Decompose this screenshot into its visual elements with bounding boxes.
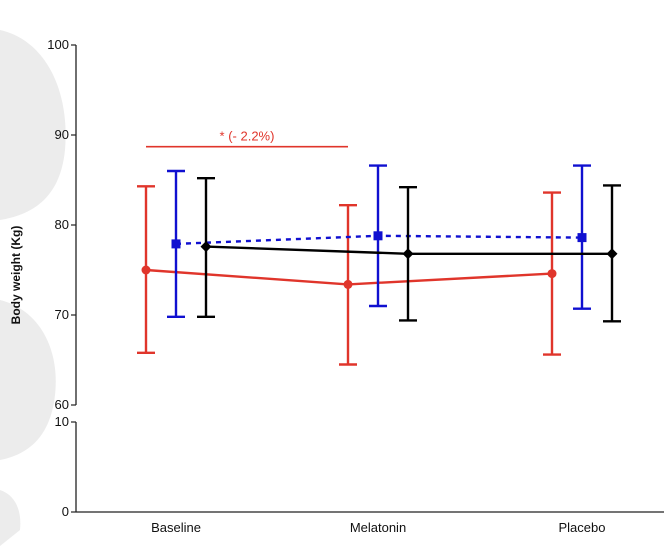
data-point — [577, 233, 587, 243]
x-tick-label: Melatonin — [350, 520, 406, 535]
data-point — [171, 239, 181, 249]
significance-label: * (- 2.2%) — [220, 129, 275, 144]
y-tick-label: 80 — [55, 217, 69, 232]
annotation-layer: * (- 2.2%) — [146, 129, 348, 148]
data-point — [547, 269, 557, 279]
x-tick-label: Baseline — [151, 520, 201, 535]
y-axis-label: Body weight (Kg) — [9, 226, 23, 325]
data-point — [402, 248, 414, 260]
y-tick-label: 60 — [55, 397, 69, 412]
x-tick-label: Placebo — [559, 520, 606, 535]
y-tick-label: 70 — [55, 307, 69, 322]
data-point — [343, 279, 353, 289]
axes: 60 70 80 90 100 0 10 Baseline Melatonin Placebo — [47, 37, 664, 535]
y-tick-label: 90 — [55, 127, 69, 142]
data-point — [606, 248, 618, 260]
series-layer — [137, 164, 621, 366]
data-point — [141, 265, 151, 275]
watermark-shapes — [0, 30, 66, 546]
data-point — [373, 231, 383, 241]
y-tick-label: 100 — [47, 37, 69, 52]
y-tick-label: 10 — [55, 414, 69, 429]
y-tick-label: 0 — [62, 504, 69, 519]
data-point — [200, 241, 212, 253]
